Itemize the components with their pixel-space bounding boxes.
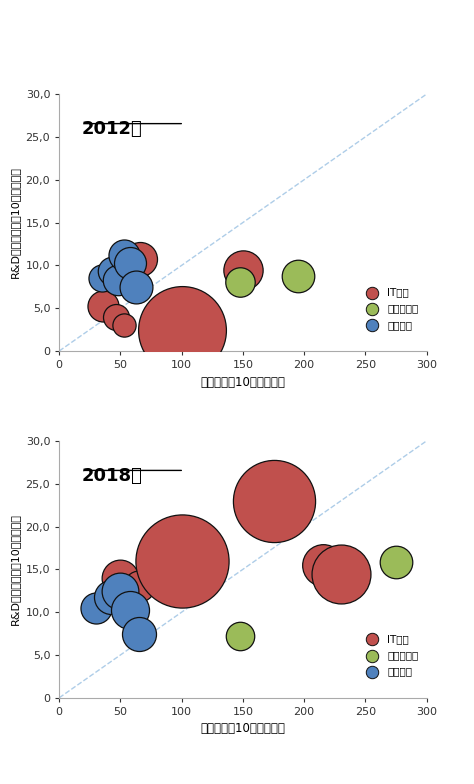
Point	[237, 630, 244, 642]
Point	[178, 323, 185, 336]
Text: 2018年: 2018年	[82, 466, 142, 485]
X-axis label: 年間収益（10億米ドル）: 年間収益（10億米ドル）	[201, 722, 285, 735]
Point	[319, 559, 326, 572]
Point	[117, 584, 124, 597]
Legend: IT企業, 自動車会社, 製薬会社: IT企業, 自動車会社, 製薬会社	[359, 284, 421, 333]
Point	[120, 249, 128, 261]
Point	[92, 601, 100, 614]
Point	[237, 276, 244, 289]
Point	[137, 253, 144, 266]
Point	[117, 572, 124, 584]
Point	[112, 310, 119, 323]
Y-axis label: R&D年間支出額（10億米ドル）: R&D年間支出額（10億米ドル）	[10, 514, 20, 626]
Legend: IT企業, 自動車会社, 製薬会社: IT企業, 自動車会社, 製薬会社	[359, 631, 421, 680]
Point	[98, 272, 106, 285]
Point	[100, 300, 107, 313]
Point	[135, 580, 143, 593]
Point	[392, 556, 400, 568]
Point	[114, 274, 122, 286]
Point	[178, 554, 185, 567]
Y-axis label: R&D年間支出額（10億米ドル）: R&D年間支出額（10億米ドル）	[10, 166, 20, 278]
Point	[108, 265, 116, 278]
Point	[127, 604, 134, 617]
Point	[135, 627, 143, 640]
Point	[239, 263, 246, 276]
Point	[127, 256, 134, 269]
Point	[107, 590, 115, 603]
Point	[270, 495, 277, 507]
Point	[131, 257, 139, 270]
Point	[337, 568, 345, 580]
Point	[120, 319, 128, 332]
X-axis label: 年間収益（10億米ドル）: 年間収益（10億米ドル）	[201, 376, 285, 389]
Text: 2012年: 2012年	[82, 120, 142, 138]
Point	[133, 281, 140, 293]
Point	[294, 270, 302, 283]
